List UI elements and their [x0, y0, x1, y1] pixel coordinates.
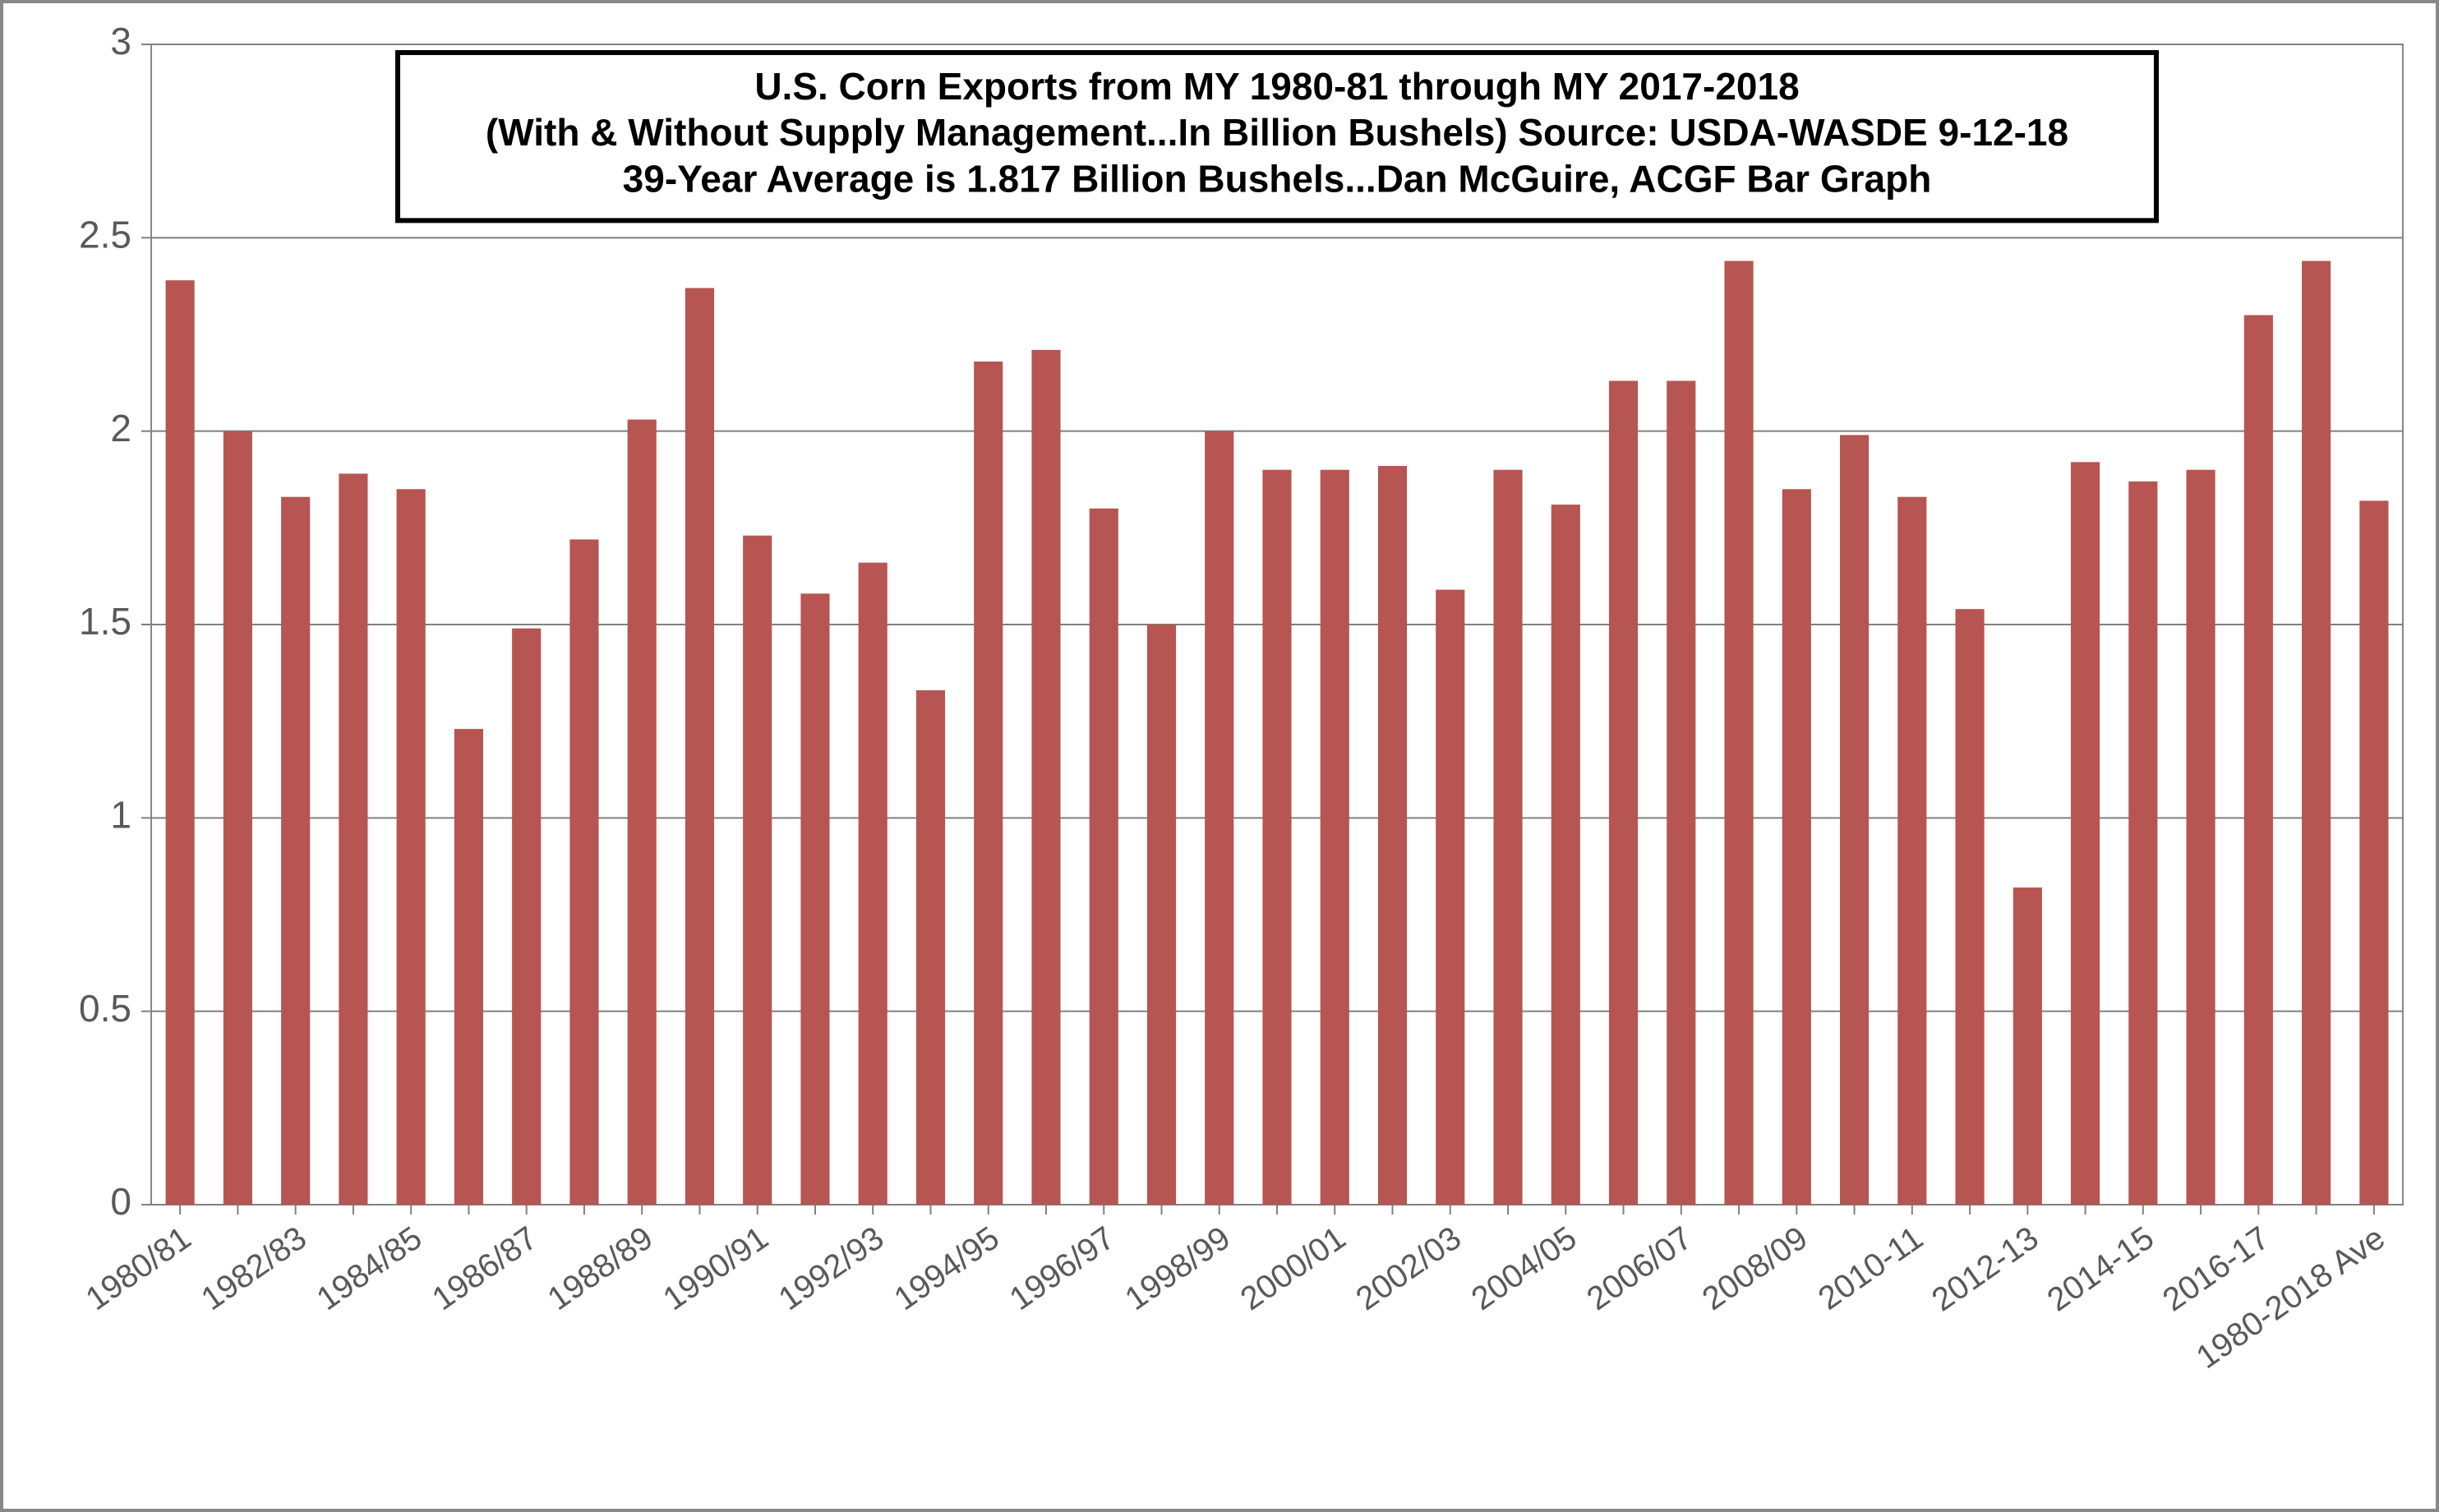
ytick-label: 2.5 [79, 213, 131, 256]
ytick-label: 3 [110, 20, 131, 62]
bar [1493, 470, 1522, 1205]
bar [1609, 380, 1638, 1205]
bar [1147, 625, 1176, 1205]
bar [281, 497, 310, 1205]
bar [2128, 482, 2157, 1205]
bar [1897, 497, 1926, 1205]
bar [628, 420, 657, 1205]
bar [397, 489, 426, 1205]
xtick-label: 1986/87 [426, 1219, 544, 1317]
ytick-label: 1 [110, 793, 131, 836]
xtick-label: 2004/05 [1465, 1219, 1584, 1317]
bar [2071, 462, 2100, 1205]
bar [2187, 470, 2215, 1205]
bar [1667, 380, 1695, 1205]
ytick-label: 0 [110, 1180, 131, 1223]
bar [1840, 435, 1869, 1205]
xtick-label: 2006/07 [1580, 1219, 1699, 1317]
bar [743, 536, 772, 1205]
bar [1782, 489, 1811, 1205]
bar [1378, 466, 1407, 1205]
xtick-label: 1984/85 [311, 1219, 429, 1317]
bar [2302, 261, 2331, 1205]
ytick-label: 2 [110, 407, 131, 449]
bar [1956, 609, 1985, 1205]
bar [339, 473, 367, 1205]
xtick-label: 2012-13 [1925, 1219, 2045, 1318]
xtick-label: 2010-11 [1812, 1219, 1930, 1317]
corn-exports-bar-chart: 0 0.5 1 1.5 2 2.5 3 1980/811982/831984/851986/8… [20, 20, 2419, 1492]
xtick-label: 1996/97 [1003, 1219, 1122, 1317]
xtick-label: 1994/95 [888, 1219, 1006, 1317]
xtick-label: 1980/81 [80, 1219, 198, 1317]
xtick-label: 1980-2018 Ave [2190, 1219, 2391, 1376]
bar [685, 288, 714, 1205]
ytick-label: 1.5 [79, 600, 131, 643]
bar [1090, 509, 1118, 1205]
xtick-label: 1990/91 [657, 1219, 775, 1317]
bar [166, 280, 195, 1205]
bar [1262, 470, 1291, 1205]
xtick-label: 2002/03 [1349, 1219, 1468, 1317]
xtick-label: 2014-15 [2041, 1219, 2160, 1318]
chart-container: 0 0.5 1 1.5 2 2.5 3 1980/811982/831984/851986/8… [0, 0, 2439, 1512]
chart-title-line: 39-Year Average is 1.817 Billion Bushels… [623, 157, 1932, 200]
xtick-label: 2008/09 [1696, 1219, 1814, 1317]
bar [1321, 470, 1349, 1205]
xtick-label: 1998/99 [1118, 1219, 1237, 1317]
bar [1436, 590, 1464, 1205]
chart-title-line: (With & Without Supply Management...In B… [486, 111, 2068, 154]
bar [974, 362, 1003, 1205]
bar [454, 729, 483, 1205]
xtick-label: 1982/83 [195, 1219, 313, 1317]
bar [1724, 261, 1753, 1205]
bar [512, 629, 541, 1205]
bar [569, 539, 598, 1205]
bar [859, 563, 888, 1205]
bar [1551, 505, 1580, 1205]
bar [224, 431, 252, 1205]
bar [2013, 887, 2042, 1205]
bar [1205, 431, 1233, 1205]
xtick-label: 1992/93 [772, 1219, 891, 1317]
chart-title-line: U.S. Corn Exports from MY 1980-81 throug… [754, 65, 1799, 108]
ytick-label: 0.5 [79, 987, 131, 1030]
bar [2244, 315, 2273, 1205]
xtick-label: 1988/89 [542, 1219, 660, 1317]
bar [800, 593, 829, 1205]
bar [916, 690, 945, 1205]
bar [2359, 500, 2388, 1205]
bar [1031, 350, 1060, 1205]
xtick-label: 2000/01 [1234, 1219, 1353, 1317]
